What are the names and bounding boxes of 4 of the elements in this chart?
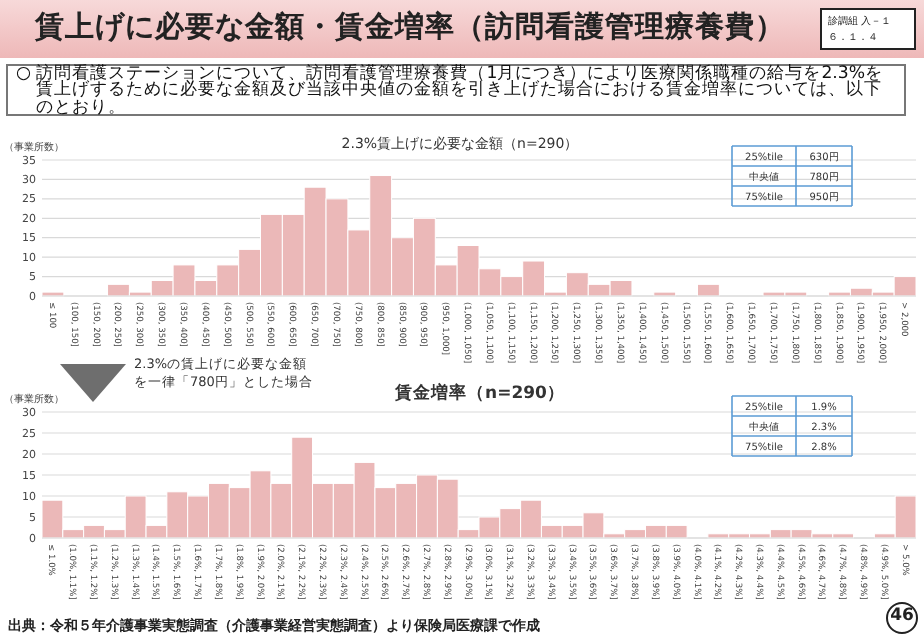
chart-title: 賃金増率（n=290）	[393, 380, 565, 404]
text: 46	[886, 602, 918, 634]
text: 賃上げに必要な金額・賃金増率（訪問看護管理療養費）	[33, 8, 787, 48]
text: ○ 訪問看護ステーションについて、訪問看護管理療養費（1月につき）により医療関係職種の給与を2.3%を賃上げするために必要な金額及び当該中央値の金額を引き上げた場合における賃金増率については、以下のとおり。	[6, 64, 906, 118]
